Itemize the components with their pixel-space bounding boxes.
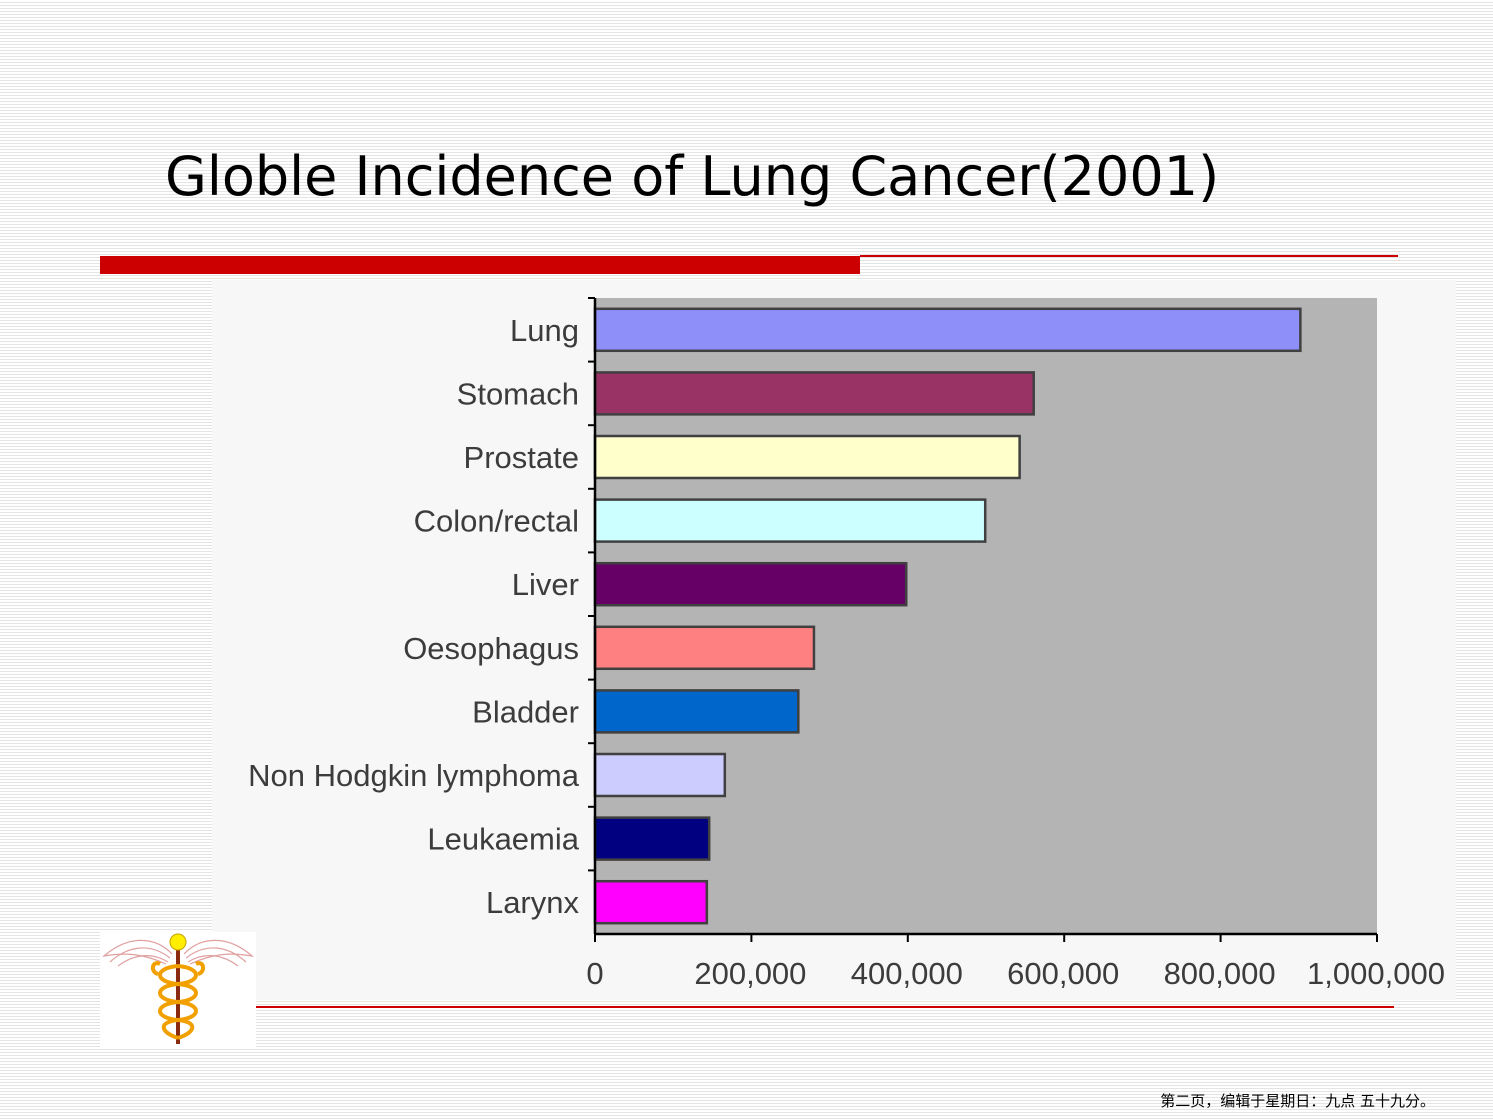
category-label: Colon/rectal (414, 504, 579, 539)
category-label: Larynx (486, 885, 580, 920)
bars-group (593, 307, 1302, 925)
category-label: Leukaemia (427, 822, 579, 857)
x-tick-label: 800,000 (1164, 956, 1276, 991)
x-tick-label: 600,000 (1007, 956, 1119, 991)
axes-group (588, 297, 1378, 942)
x-tick-label: 400,000 (851, 956, 963, 991)
x-tick-label: 200,000 (694, 956, 806, 991)
category-label: Liver (512, 567, 579, 602)
bar-bladder (593, 689, 800, 734)
bar-chart-panel: Lung Stomach Prostate Colon/rectal Liver Oeso… (212, 280, 1456, 1000)
footer-text: 第二页，编辑于星期日：九点 五十九分。 (1160, 1092, 1435, 1110)
caduceus-icon (101, 933, 255, 1044)
bar-oesophagus (593, 625, 816, 671)
bar-prostate (593, 434, 1021, 480)
bar-colon-rectal (593, 498, 987, 543)
title-accent-bar (100, 256, 860, 274)
slide-title: Globle Incidence of Lung Cancer(2001) (165, 145, 1220, 208)
footer-divider-line (256, 1006, 1394, 1008)
x-tick-label: 0 (586, 956, 603, 991)
bar-chart: Lung Stomach Prostate Colon/rectal Liver Oeso… (248, 297, 1445, 991)
x-tick-label: 1,000,000 (1307, 956, 1445, 991)
category-labels-group: Lung Stomach Prostate Colon/rectal Liver Oeso… (248, 313, 580, 920)
tick-labels-group: 0 200,000 400,000 600,000 800,000 1,000,000 (586, 956, 1445, 991)
bar-leukaemia (593, 816, 711, 861)
category-label: Bladder (472, 694, 579, 729)
category-label: Stomach (457, 376, 579, 411)
bar-stomach (593, 371, 1035, 416)
title-accent-line (860, 255, 1398, 257)
category-label: Oesophagus (403, 631, 579, 666)
category-label: Non Hodgkin lymphoma (248, 758, 580, 793)
bar-liver (593, 561, 908, 607)
category-label: Lung (510, 313, 579, 348)
bar-larynx (593, 879, 709, 925)
bar-lung (593, 307, 1302, 353)
caduceus-logo (100, 932, 256, 1049)
category-label: Prostate (464, 440, 579, 475)
bar-non-hodgkin-lymphoma (593, 752, 727, 798)
